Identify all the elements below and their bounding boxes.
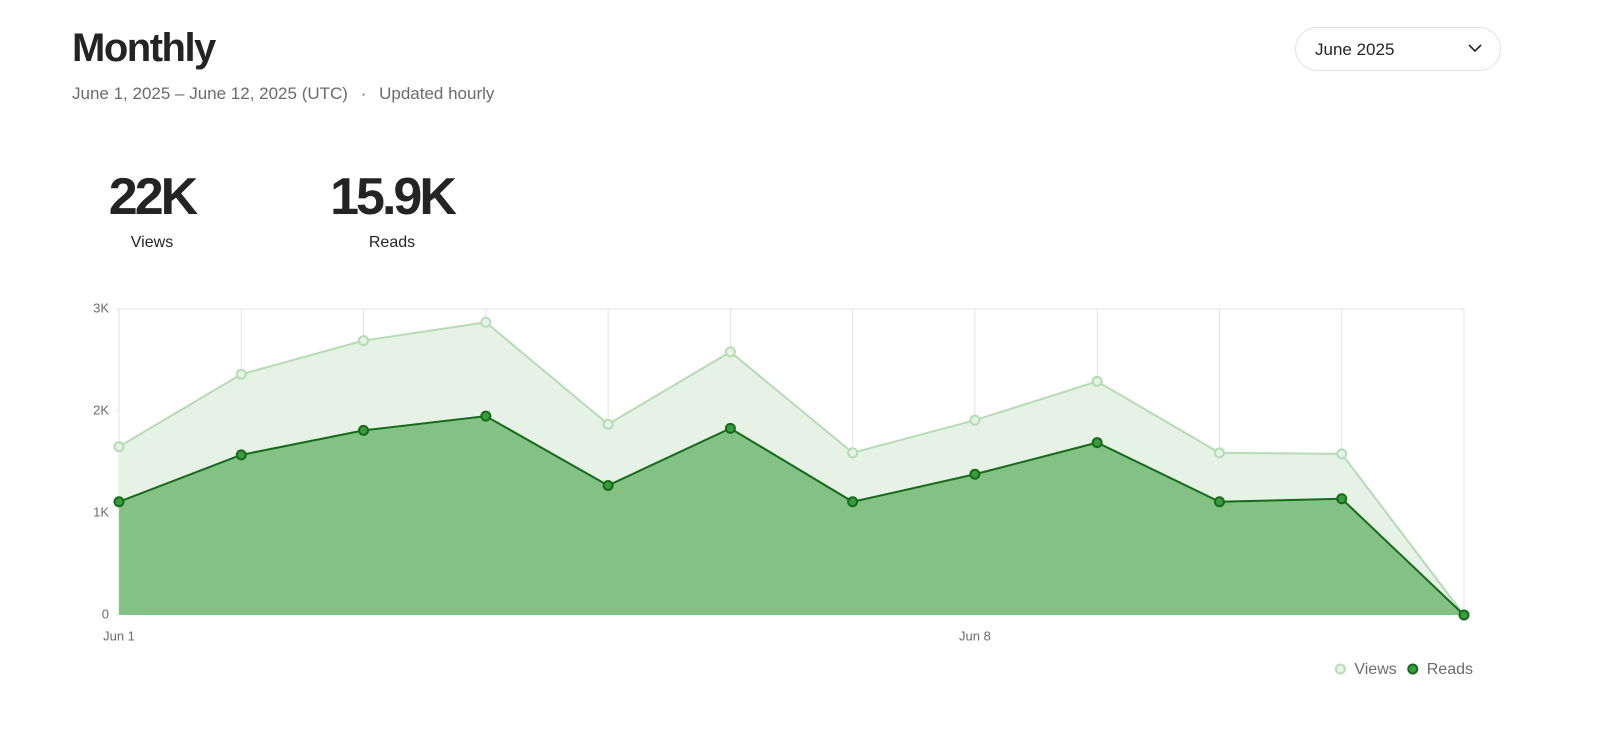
point	[113, 441, 125, 453]
point	[480, 410, 492, 422]
point	[1458, 609, 1470, 621]
chevron-icon	[1468, 44, 1482, 53]
separator: ·	[360, 84, 367, 103]
point	[1091, 437, 1103, 449]
point	[724, 422, 736, 434]
x-tick-label: Jun 8	[959, 628, 991, 643]
update-note: Updated hourly	[379, 84, 495, 103]
y-tick-label: 0	[102, 606, 109, 621]
stat-label: Views	[130, 234, 174, 251]
legend-label: Reads	[1427, 661, 1473, 678]
point	[847, 496, 859, 508]
date-range: June 1, 2025 – June 12, 2025 (UTC)	[72, 84, 348, 103]
point	[602, 479, 614, 491]
y-tick-label: 3K	[93, 300, 109, 315]
area	[119, 416, 1464, 615]
point	[1091, 375, 1103, 387]
point	[113, 496, 125, 508]
point	[358, 424, 370, 436]
x-tick-label: Jun 1	[103, 628, 135, 643]
point	[235, 449, 247, 461]
line	[118, 321, 1465, 616]
point	[1213, 447, 1225, 459]
point	[358, 335, 370, 347]
stat-value: 15.9K	[330, 168, 457, 226]
legend-marker	[1407, 663, 1419, 675]
stat-reads: 15.9K Reads	[292, 168, 492, 252]
dropdown-label: June 2025	[1315, 40, 1395, 59]
stat-views: 22K Views	[52, 168, 252, 252]
point	[1336, 493, 1348, 505]
legend-marker	[1334, 663, 1346, 675]
subtitle: June 1, 2025 – June 12, 2025 (UTC) · Upd…	[72, 84, 502, 104]
page-title: Monthly	[72, 26, 216, 70]
point	[602, 418, 614, 430]
point	[1336, 448, 1348, 460]
line	[118, 415, 1465, 616]
point	[847, 447, 859, 459]
y-tick-label: 2K	[93, 402, 109, 417]
point	[969, 414, 981, 426]
point	[235, 368, 247, 380]
point	[480, 316, 492, 328]
point	[969, 468, 981, 480]
y-tick-label: 1K	[93, 504, 109, 519]
point	[724, 346, 736, 358]
point	[1213, 496, 1225, 508]
month-dropdown[interactable]: June 2025	[1295, 27, 1501, 71]
legend-label: Views	[1354, 661, 1396, 678]
stat-value: 22K	[108, 168, 198, 226]
stat-label: Reads	[368, 234, 416, 251]
